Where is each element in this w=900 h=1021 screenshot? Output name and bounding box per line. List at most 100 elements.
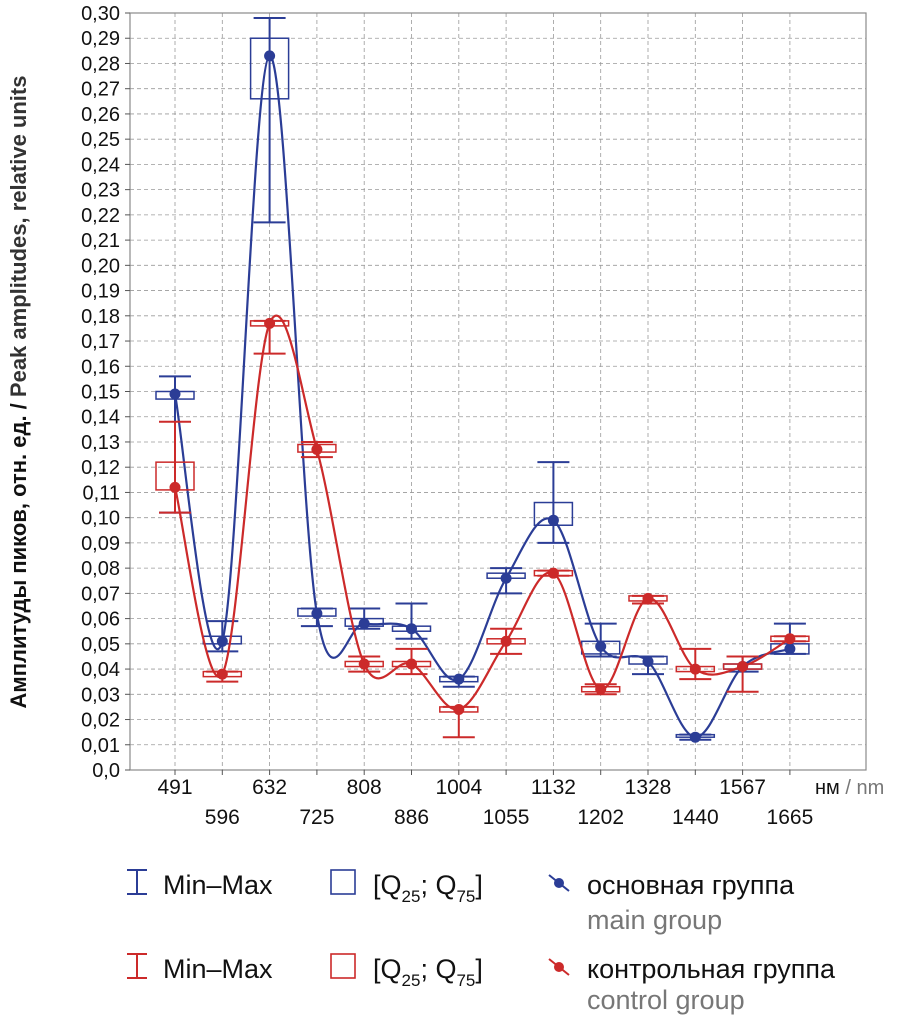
median-point (358, 618, 370, 630)
series-line (173, 314, 791, 711)
legend-quartile-main: [Q25; Q75] (330, 869, 483, 906)
y-tick-label: 0,29 (81, 28, 120, 50)
y-tick-label: 0,03 (81, 684, 120, 706)
legend-whisker-icon-control (127, 953, 147, 979)
median-point (547, 567, 559, 579)
median-point (216, 635, 228, 647)
y-tick-label: 0,21 (81, 230, 120, 252)
y-tick-label: 0,16 (81, 356, 120, 378)
x-tick-label: 808 (347, 776, 382, 799)
median-point (595, 640, 607, 652)
y-tick-label: 0,20 (81, 255, 120, 277)
y-tick-label: 0,14 (81, 407, 120, 429)
y-tick-label: 0,28 (81, 53, 120, 75)
median-point (406, 623, 417, 635)
y-tick-label: 0,25 (81, 129, 120, 151)
legend: Min–Max [Q25; Q75] основная группа main … (127, 869, 836, 1015)
y-tick-label: 0,13 (81, 432, 120, 454)
y-tick-label: 0,30 (81, 3, 120, 25)
legend-quartile-main-label: [Q25; Q75] (373, 870, 483, 906)
legend-main-en: main group (587, 905, 722, 935)
legend-main-ru: основная группа (587, 870, 795, 900)
y-tick-label: 0,24 (81, 154, 120, 176)
x-tick-label: 1440 (672, 806, 719, 829)
median-point (689, 731, 701, 743)
y-tick-label: 0,05 (81, 634, 120, 656)
y-axis-ticks: 0,0 0,01 0,02 0,03 0,04 0,05 0,06 0,07 0,08 0,09 0… (81, 3, 130, 782)
y-tick-label: 0,06 (81, 609, 120, 631)
median-point (784, 633, 796, 645)
x-tick-label: 1004 (435, 776, 482, 799)
x-tick-label: 632 (252, 776, 287, 799)
median-point (169, 388, 181, 400)
median-point (216, 668, 228, 680)
y-tick-label: 0,07 (81, 583, 120, 605)
x-axis-unit: нм / nm (815, 777, 884, 799)
legend-quartile-control-label: [Q25; Q75] (373, 954, 483, 990)
x-tick-label: 1567 (719, 776, 766, 799)
median-point (311, 608, 323, 620)
y-tick-label: 0,0 (92, 760, 120, 782)
legend-control-ru: контрольная группа (587, 954, 836, 984)
y-tick-label: 0,17 (81, 331, 120, 353)
y-tick-label: 0,27 (81, 79, 120, 101)
y-tick-label: 0,10 (81, 508, 120, 530)
legend-main-group: основная группа main group (548, 870, 795, 935)
x-tick-label: 1328 (625, 776, 672, 799)
median-point (500, 572, 512, 584)
y-tick-label: 0,09 (81, 533, 120, 555)
legend-dot-icon-main (554, 878, 564, 888)
legend-minmax-control: Min–Max (127, 953, 273, 984)
x-tick-label: 886 (394, 806, 429, 829)
legend-dot-icon-control (554, 962, 564, 972)
legend-whisker-icon-main (127, 869, 147, 895)
y-tick-label: 0,18 (81, 306, 120, 328)
median-point (784, 643, 796, 655)
series-main-group (155, 17, 810, 743)
median-point (642, 655, 654, 667)
x-tick-label: 1202 (577, 806, 624, 829)
x-tick-label: 1665 (767, 806, 814, 829)
legend-minmax-main-label: Min–Max (163, 870, 273, 900)
median-point (264, 317, 276, 329)
y-tick-label: 0,15 (81, 382, 120, 404)
median-point (311, 444, 323, 456)
y-tick-label: 0,08 (81, 558, 120, 580)
series-control-group (155, 314, 810, 739)
median-point (642, 592, 654, 604)
median-point (453, 673, 465, 685)
legend-quartile-control: [Q25; Q75] (330, 953, 483, 990)
median-point (169, 481, 181, 493)
median-point (547, 514, 559, 526)
legend-minmax-control-label: Min–Max (163, 954, 273, 984)
legend-control-group: контрольная группа control group (548, 954, 836, 1015)
x-tick-label: 1132 (531, 776, 576, 799)
y-tick-label: 0,04 (81, 659, 120, 681)
y-axis-label: Амплитуды пиков, отн. ед. / Peak amplitu… (6, 76, 31, 709)
median-point (500, 635, 512, 647)
series-line (173, 54, 791, 739)
median-point (737, 661, 749, 673)
median-point (689, 663, 701, 675)
x-tick-label: 725 (299, 806, 334, 829)
median-point (406, 658, 417, 670)
y-tick-label: 0,26 (81, 104, 120, 126)
x-tick-label: 1055 (483, 806, 530, 829)
y-tick-label: 0,11 (83, 482, 120, 504)
median-point (595, 683, 607, 695)
series-layer (155, 17, 810, 743)
y-tick-label: 0,23 (81, 180, 120, 202)
legend-box-icon-control (330, 953, 356, 979)
x-tick-label: 491 (157, 776, 192, 799)
legend-box-icon-main (330, 869, 356, 895)
median-point (358, 658, 370, 670)
median-point (264, 50, 276, 62)
median-point (453, 703, 465, 715)
y-tick-label: 0,01 (81, 735, 120, 757)
y-tick-label: 0,12 (81, 457, 120, 479)
x-axis-ticks: 491 596 632 725 808 886 1004105511321202132814… (157, 770, 813, 829)
legend-control-en: control group (587, 985, 745, 1015)
y-tick-label: 0,22 (81, 205, 120, 227)
legend-minmax-main: Min–Max (127, 869, 273, 900)
